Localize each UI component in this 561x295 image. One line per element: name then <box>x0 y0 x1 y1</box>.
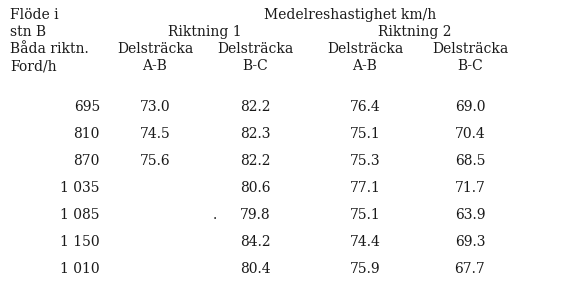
Text: B-C: B-C <box>242 59 268 73</box>
Text: 810: 810 <box>73 127 100 141</box>
Text: Riktning 2: Riktning 2 <box>378 25 452 39</box>
Text: 79.8: 79.8 <box>240 208 270 222</box>
Text: 1 085: 1 085 <box>61 208 100 222</box>
Text: 82.2: 82.2 <box>240 100 270 114</box>
Text: 75.3: 75.3 <box>350 154 380 168</box>
Text: 67.7: 67.7 <box>454 262 485 276</box>
Text: 76.4: 76.4 <box>350 100 380 114</box>
Text: 1 010: 1 010 <box>61 262 100 276</box>
Text: 695: 695 <box>73 100 100 114</box>
Text: 69.0: 69.0 <box>455 100 485 114</box>
Text: 84.2: 84.2 <box>240 235 270 249</box>
Text: 1 150: 1 150 <box>61 235 100 249</box>
Text: 80.4: 80.4 <box>240 262 270 276</box>
Text: Riktning 1: Riktning 1 <box>168 25 242 39</box>
Text: 77.1: 77.1 <box>350 181 380 195</box>
Text: 75.1: 75.1 <box>350 127 380 141</box>
Text: 68.5: 68.5 <box>455 154 485 168</box>
Text: stn B: stn B <box>10 25 46 39</box>
Text: 80.6: 80.6 <box>240 181 270 195</box>
Text: Delsträcka: Delsträcka <box>117 42 193 56</box>
Text: .: . <box>213 208 217 222</box>
Text: 70.4: 70.4 <box>454 127 485 141</box>
Text: 71.7: 71.7 <box>454 181 485 195</box>
Text: B-C: B-C <box>457 59 483 73</box>
Text: 74.5: 74.5 <box>140 127 171 141</box>
Text: 63.9: 63.9 <box>455 208 485 222</box>
Text: 82.3: 82.3 <box>240 127 270 141</box>
Text: 75.9: 75.9 <box>350 262 380 276</box>
Text: 870: 870 <box>73 154 100 168</box>
Text: Delsträcka: Delsträcka <box>217 42 293 56</box>
Text: 69.3: 69.3 <box>455 235 485 249</box>
Text: Delsträcka: Delsträcka <box>432 42 508 56</box>
Text: Medelreshastighet km/h: Medelreshastighet km/h <box>264 8 436 22</box>
Text: Båda riktn.: Båda riktn. <box>10 42 89 56</box>
Text: 74.4: 74.4 <box>350 235 380 249</box>
Text: A-B: A-B <box>352 59 378 73</box>
Text: Ford/h: Ford/h <box>10 59 57 73</box>
Text: 75.6: 75.6 <box>140 154 171 168</box>
Text: 75.1: 75.1 <box>350 208 380 222</box>
Text: 73.0: 73.0 <box>140 100 171 114</box>
Text: 1 035: 1 035 <box>61 181 100 195</box>
Text: 82.2: 82.2 <box>240 154 270 168</box>
Text: A-B: A-B <box>142 59 167 73</box>
Text: Flöde i: Flöde i <box>10 8 59 22</box>
Text: Delsträcka: Delsträcka <box>327 42 403 56</box>
